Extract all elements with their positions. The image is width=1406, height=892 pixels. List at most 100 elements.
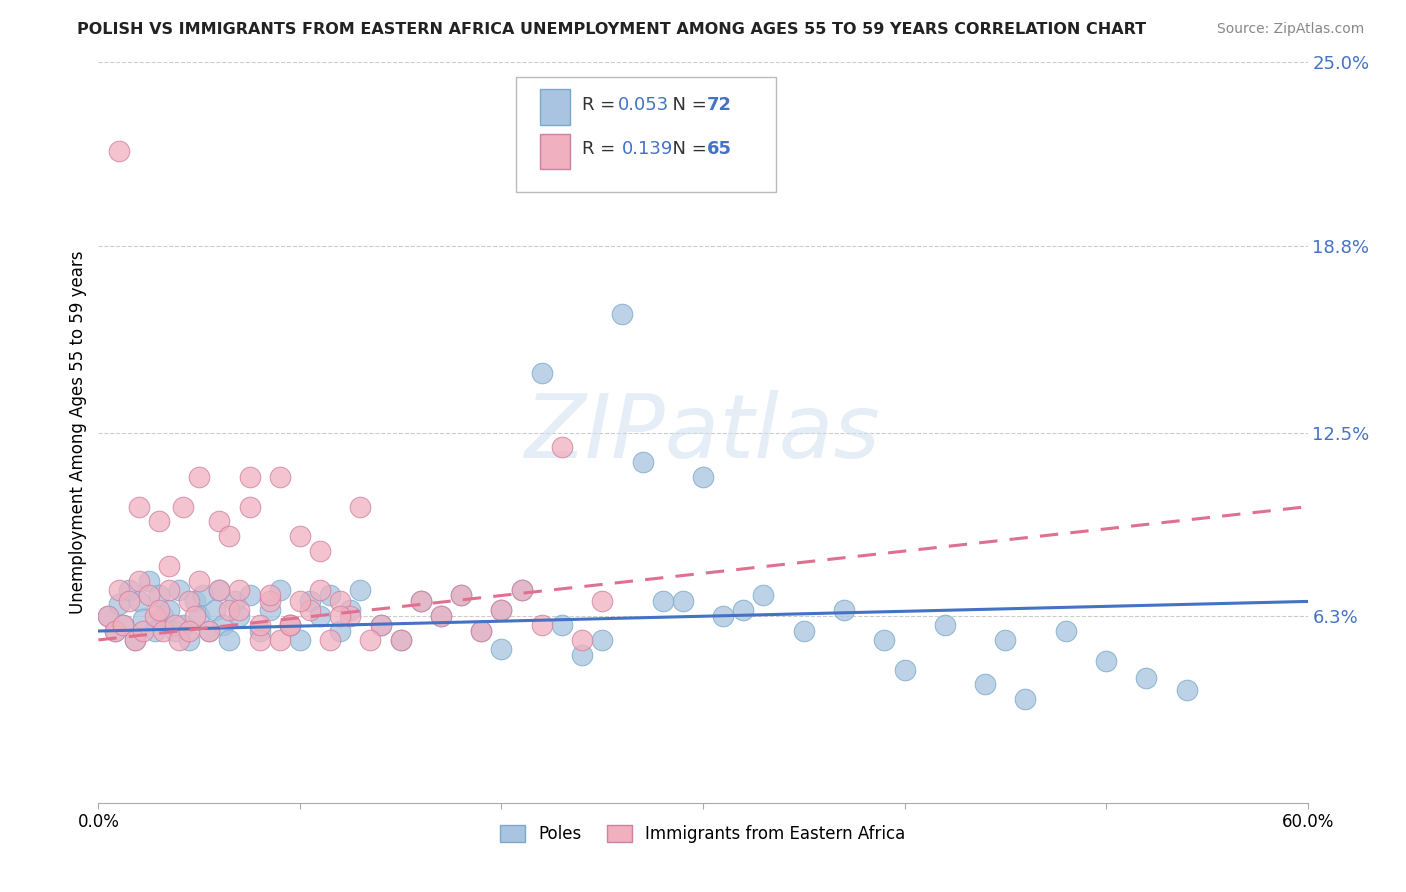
Point	[510, 582, 533, 597]
Point	[591, 594, 613, 608]
Point	[179, 594, 201, 608]
Point	[228, 582, 250, 597]
Point	[692, 470, 714, 484]
Point	[118, 582, 141, 597]
FancyBboxPatch shape	[516, 78, 776, 192]
Legend: Poles, Immigrants from Eastern Africa: Poles, Immigrants from Eastern Africa	[494, 819, 912, 850]
Point	[218, 603, 240, 617]
Point	[873, 632, 896, 647]
Point	[430, 609, 453, 624]
Point	[138, 589, 160, 603]
Point	[128, 574, 150, 588]
Point	[389, 632, 412, 647]
Point	[651, 594, 673, 608]
Point	[163, 624, 186, 638]
Point	[172, 618, 194, 632]
Point	[571, 632, 593, 647]
Text: R =: R =	[582, 140, 627, 158]
Point	[118, 594, 141, 608]
Point	[349, 582, 371, 597]
Point	[752, 589, 775, 603]
Point	[309, 609, 332, 624]
Point	[184, 594, 207, 608]
Point	[128, 594, 150, 608]
Point	[329, 624, 352, 638]
Point	[711, 609, 734, 624]
Point	[208, 582, 231, 597]
Point	[107, 598, 129, 612]
Text: ZIPatlas: ZIPatlas	[526, 390, 880, 475]
Point	[239, 470, 262, 484]
Point	[224, 594, 246, 608]
Point	[278, 618, 301, 632]
Point	[491, 603, 513, 617]
Point	[138, 574, 160, 588]
Point	[450, 589, 472, 603]
Point	[249, 624, 271, 638]
Point	[228, 603, 250, 617]
Point	[103, 624, 125, 638]
Point	[128, 500, 150, 514]
Point	[152, 609, 174, 624]
Point	[409, 594, 432, 608]
Y-axis label: Unemployment Among Ages 55 to 59 years: Unemployment Among Ages 55 to 59 years	[69, 251, 87, 615]
Point	[163, 618, 186, 632]
Point	[1095, 654, 1118, 668]
Point	[360, 632, 382, 647]
Point	[530, 367, 553, 381]
Point	[97, 609, 120, 624]
Point	[124, 632, 146, 647]
Point	[309, 544, 332, 558]
Point	[631, 455, 654, 469]
Point	[198, 624, 221, 638]
Text: 72: 72	[707, 95, 731, 113]
Point	[157, 558, 180, 573]
Point	[269, 470, 291, 484]
Point	[179, 632, 201, 647]
Point	[1014, 692, 1036, 706]
Point	[143, 609, 166, 624]
Point	[172, 500, 194, 514]
Text: 0.053: 0.053	[619, 95, 669, 113]
Point	[188, 470, 211, 484]
Point	[148, 589, 170, 603]
Point	[152, 624, 174, 638]
Point	[103, 624, 125, 638]
Point	[288, 529, 311, 543]
Point	[249, 618, 271, 632]
Point	[591, 632, 613, 647]
Point	[530, 618, 553, 632]
Point	[1054, 624, 1077, 638]
Point	[491, 641, 513, 656]
Point	[793, 624, 815, 638]
Point	[269, 582, 291, 597]
Point	[1135, 672, 1157, 686]
Point	[893, 663, 915, 677]
Point	[204, 603, 226, 617]
Point	[672, 594, 695, 608]
Point	[259, 589, 281, 603]
Point	[157, 603, 180, 617]
Point	[239, 500, 262, 514]
Point	[278, 618, 301, 632]
Point	[319, 632, 342, 647]
Point	[132, 624, 155, 638]
Point	[278, 618, 301, 632]
Point	[299, 594, 322, 608]
Point	[259, 594, 281, 608]
Point	[832, 603, 855, 617]
Point	[450, 589, 472, 603]
Point	[188, 609, 211, 624]
Point	[470, 624, 492, 638]
Point	[612, 307, 634, 321]
Text: 65: 65	[707, 140, 731, 158]
Point	[259, 603, 281, 617]
Point	[329, 609, 352, 624]
Point	[309, 582, 332, 597]
Point	[132, 612, 155, 626]
Point	[389, 632, 412, 647]
Point	[107, 582, 129, 597]
Point	[288, 632, 311, 647]
Point	[111, 618, 134, 632]
FancyBboxPatch shape	[540, 134, 569, 169]
